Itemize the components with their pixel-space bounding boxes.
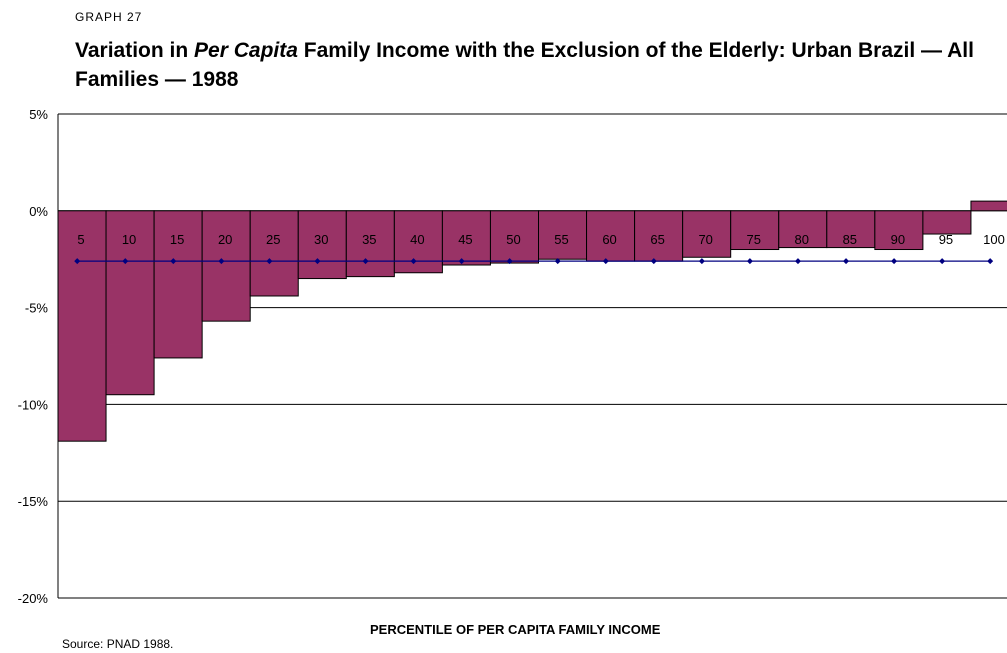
- y-tick-label: -15%: [18, 494, 49, 509]
- bar: [105, 210, 155, 396]
- line-marker: [410, 258, 417, 265]
- chart-title-italic: Per Capita: [194, 39, 298, 62]
- source-note: Source: PNAD 1988.: [62, 637, 174, 651]
- bar: [730, 210, 780, 251]
- line-marker: [698, 258, 705, 265]
- bar: [826, 210, 876, 249]
- bar: [153, 210, 203, 359]
- line-marker: [506, 258, 513, 265]
- y-tick-label: -10%: [18, 397, 49, 412]
- line-marker: [891, 258, 898, 265]
- bar: [393, 210, 443, 274]
- line-marker: [746, 258, 753, 265]
- y-tick-label: 0%: [29, 204, 48, 219]
- x-category-label: 35: [362, 232, 376, 247]
- x-category-label: 5: [77, 232, 84, 247]
- bar: [201, 210, 251, 322]
- bar: [778, 210, 828, 249]
- bar: [874, 210, 924, 251]
- line-marker: [650, 258, 657, 265]
- x-category-label: 80: [795, 232, 809, 247]
- x-category-label: 10: [122, 232, 136, 247]
- bar: [297, 210, 347, 280]
- x-category-label: 25: [266, 232, 280, 247]
- line-marker: [554, 258, 561, 265]
- chart-title: Variation in Per Capita Family Income wi…: [75, 36, 975, 94]
- line-marker: [170, 258, 177, 265]
- line-marker: [987, 258, 994, 265]
- x-category-label: 95: [939, 232, 953, 247]
- bar: [586, 210, 636, 262]
- x-category-label: 50: [506, 232, 520, 247]
- bar: [682, 210, 732, 258]
- bar: [538, 210, 588, 260]
- line-marker: [458, 258, 465, 265]
- bar: [345, 210, 395, 278]
- x-category-label: 100: [983, 232, 1005, 247]
- y-tick-label: 5%: [29, 107, 48, 122]
- x-category-label: 90: [891, 232, 905, 247]
- line-marker: [266, 258, 273, 265]
- y-tick-label: -20%: [18, 591, 49, 606]
- chart-title-part1: Variation in: [75, 39, 195, 62]
- x-category-label: 55: [554, 232, 568, 247]
- x-category-label: 85: [843, 232, 857, 247]
- bar: [922, 210, 972, 235]
- x-category-label: 60: [602, 232, 616, 247]
- chart-title-part2: Family Income with the Exclusion of the …: [75, 39, 974, 91]
- bar: [249, 210, 299, 297]
- x-category-label: 15: [170, 232, 184, 247]
- line-marker: [843, 258, 850, 265]
- line-marker: [362, 258, 369, 265]
- x-category-label: 75: [746, 232, 760, 247]
- x-category-label: 40: [410, 232, 424, 247]
- x-category-label: 30: [314, 232, 328, 247]
- x-category-label: 45: [458, 232, 472, 247]
- line-marker: [939, 258, 946, 265]
- graph-number-label: GRAPH 27: [75, 10, 143, 24]
- x-category-label: 70: [698, 232, 712, 247]
- line-marker: [314, 258, 321, 265]
- bar: [634, 210, 684, 262]
- y-tick-label: -5%: [25, 301, 49, 316]
- bar: [489, 210, 540, 264]
- x-axis-label: PERCENTILE OF PER CAPITA FAMILY INCOME: [370, 622, 661, 637]
- line-marker: [794, 258, 801, 265]
- line-marker: [74, 258, 81, 265]
- line-marker: [122, 258, 129, 265]
- line-marker: [218, 258, 225, 265]
- bar: [57, 210, 107, 442]
- x-category-label: 20: [218, 232, 232, 247]
- bar: [970, 200, 1007, 212]
- line-marker: [602, 258, 609, 265]
- x-category-label: 65: [650, 232, 664, 247]
